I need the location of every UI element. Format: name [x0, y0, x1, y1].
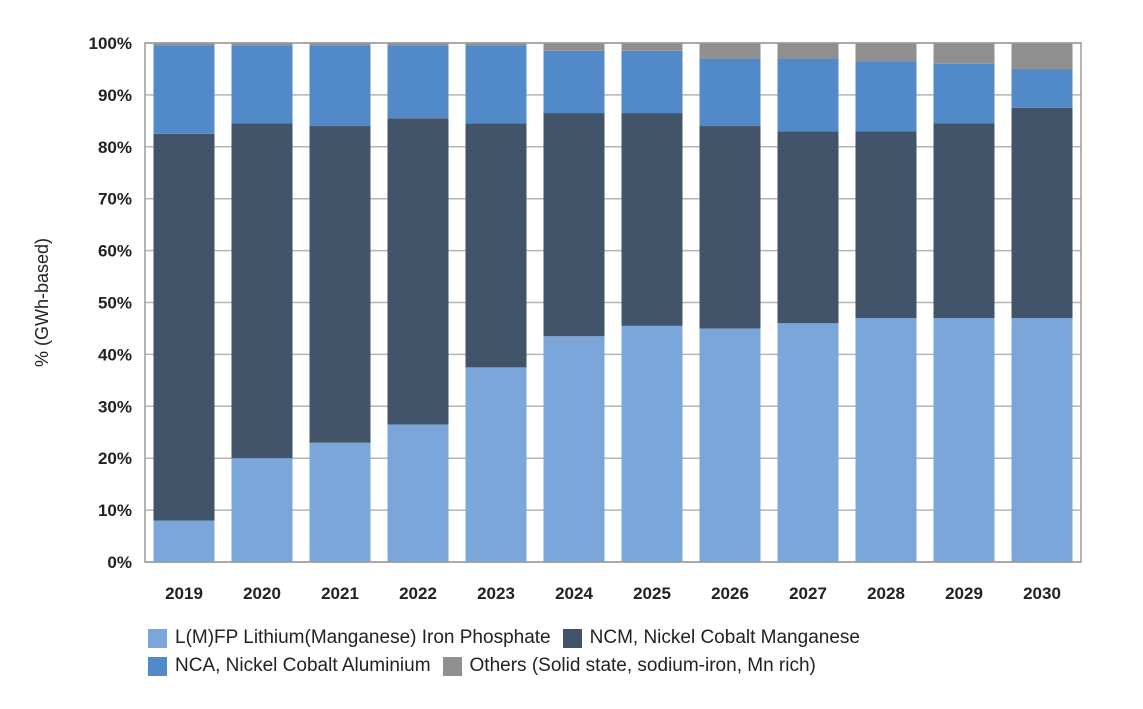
legend-item-ncm: NCM, Nickel Cobalt Manganese [562, 627, 860, 649]
x-tick-label: 2028 [867, 584, 905, 603]
legend-label-others: Others (Solid state, sodium-iron, Mn ric… [469, 655, 816, 676]
x-tick-label: 2020 [243, 584, 281, 603]
bar-segment-2019-series-1 [153, 133, 215, 521]
y-tick-label: 90% [98, 86, 132, 105]
bar-segment-2020-series-1 [231, 123, 293, 459]
bars [153, 43, 1073, 562]
legend-label-ncm: NCM, Nickel Cobalt Manganese [589, 627, 860, 648]
bar-segment-2021-series-2 [309, 45, 371, 127]
y-axis-label: % (GWh-based) [32, 238, 52, 367]
plot-frame [144, 42, 1082, 563]
x-tick-label: 2029 [945, 584, 983, 603]
legend-item-lmfp: L(M)FP Lithium(Manganese) Iron Phosphate [148, 627, 551, 649]
bar-segment-2020-series-0 [231, 458, 293, 562]
bar-segment-2019-series-3 [153, 43, 215, 46]
y-tick-label: 30% [98, 397, 132, 416]
legend-item-others: Others (Solid state, sodium-iron, Mn ric… [442, 655, 816, 677]
x-tick-label: 2022 [399, 584, 437, 603]
y-tick-labels: 0% 10% 20% 30% 40% 50% 60% 70% 80% 90% 100% [89, 34, 132, 572]
bar-segment-2027-series-2 [777, 58, 839, 132]
bar-segment-2028-series-1 [855, 131, 917, 319]
x-tick-labels: 2019 2020 2021 2022 2023 2024 2025 2026 2027 2028… [165, 584, 1061, 603]
x-tick-label: 2026 [711, 584, 749, 603]
y-tick-label: 60% [98, 242, 132, 261]
bar-segment-2025-series-1 [621, 113, 683, 326]
bar-segment-2024-series-2 [543, 50, 605, 114]
bar-segment-2024-series-1 [543, 113, 605, 337]
y-tick-label: 20% [98, 449, 132, 468]
bar-segment-2023-series-3 [465, 43, 527, 46]
bar-segment-2028-series-3 [855, 43, 917, 62]
bar-segment-2028-series-2 [855, 61, 917, 132]
bar-segment-2023-series-0 [465, 367, 527, 562]
legend-swatch-others [442, 656, 462, 676]
legend-swatch-nca [148, 656, 167, 676]
bar-segment-2020-series-3 [231, 43, 293, 46]
bar-segment-2022-series-3 [387, 43, 449, 46]
legend-label-lmfp: L(M)FP Lithium(Manganese) Iron Phosphate [175, 627, 551, 648]
bar-segment-2025-series-2 [621, 50, 683, 114]
legend-swatch-lmfp [148, 628, 167, 648]
bar-segment-2027-series-0 [777, 323, 839, 562]
bar-segment-2023-series-1 [465, 123, 527, 368]
x-tick-label: 2030 [1023, 584, 1061, 603]
bar-segment-2029-series-3 [933, 43, 995, 64]
y-tick-label: 100% [89, 34, 132, 53]
y-tick-label: 70% [98, 190, 132, 209]
x-tick-label: 2024 [555, 584, 593, 603]
x-tick-label: 2021 [321, 584, 359, 603]
legend-label-nca: NCA, Nickel Cobalt Aluminium [175, 655, 431, 676]
bar-segment-2029-series-2 [933, 63, 995, 124]
bar-segment-2030-series-2 [1011, 68, 1073, 108]
bar-segment-2029-series-1 [933, 123, 995, 319]
bar-segment-2027-series-1 [777, 131, 839, 324]
legend-swatch-ncm [562, 628, 582, 648]
bar-segment-2021-series-1 [309, 126, 371, 443]
bar-segment-2029-series-0 [933, 318, 995, 562]
bar-segment-2022-series-1 [387, 118, 449, 425]
bar-segment-2026-series-3 [699, 43, 761, 59]
x-tick-label: 2023 [477, 584, 515, 603]
y-tick-label: 40% [98, 345, 132, 364]
legend: L(M)FP Lithium(Manganese) Iron Phosphate… [148, 624, 872, 680]
x-tick-label: 2027 [789, 584, 827, 603]
bar-segment-2030-series-3 [1011, 43, 1073, 69]
bar-segment-2023-series-2 [465, 45, 527, 124]
bar-segment-2026-series-1 [699, 126, 761, 329]
y-tick-label: 0% [107, 553, 132, 572]
bar-segment-2028-series-0 [855, 318, 917, 562]
bar-segment-2022-series-2 [387, 45, 449, 119]
x-tick-label: 2019 [165, 584, 203, 603]
bar-segment-2026-series-2 [699, 58, 761, 127]
x-tick-label: 2025 [633, 584, 671, 603]
bar-segment-2030-series-1 [1011, 107, 1073, 319]
bar-segment-2021-series-0 [309, 442, 371, 562]
bar-segment-2030-series-0 [1011, 318, 1073, 562]
bar-segment-2024-series-0 [543, 336, 605, 562]
y-tick-label: 10% [98, 501, 132, 520]
bar-segment-2026-series-0 [699, 328, 761, 562]
legend-item-nca: NCA, Nickel Cobalt Aluminium [148, 655, 431, 677]
bar-segment-2021-series-3 [309, 43, 371, 46]
y-tick-label: 80% [98, 138, 132, 157]
bar-segment-2024-series-3 [543, 43, 605, 51]
bar-segment-2022-series-0 [387, 424, 449, 562]
stacked-bar-chart: 0%10%20%30%40%50%60%70%80%90%100% 2019 20… [32, 34, 1082, 603]
bar-segment-2025-series-3 [621, 43, 683, 51]
bar-segment-2019-series-2 [153, 45, 215, 134]
bar-segment-2025-series-0 [621, 325, 683, 562]
bar-segment-2027-series-3 [777, 43, 839, 59]
bar-segment-2020-series-2 [231, 45, 293, 124]
y-tick-label: 50% [98, 294, 132, 313]
bar-segment-2019-series-0 [153, 520, 215, 562]
